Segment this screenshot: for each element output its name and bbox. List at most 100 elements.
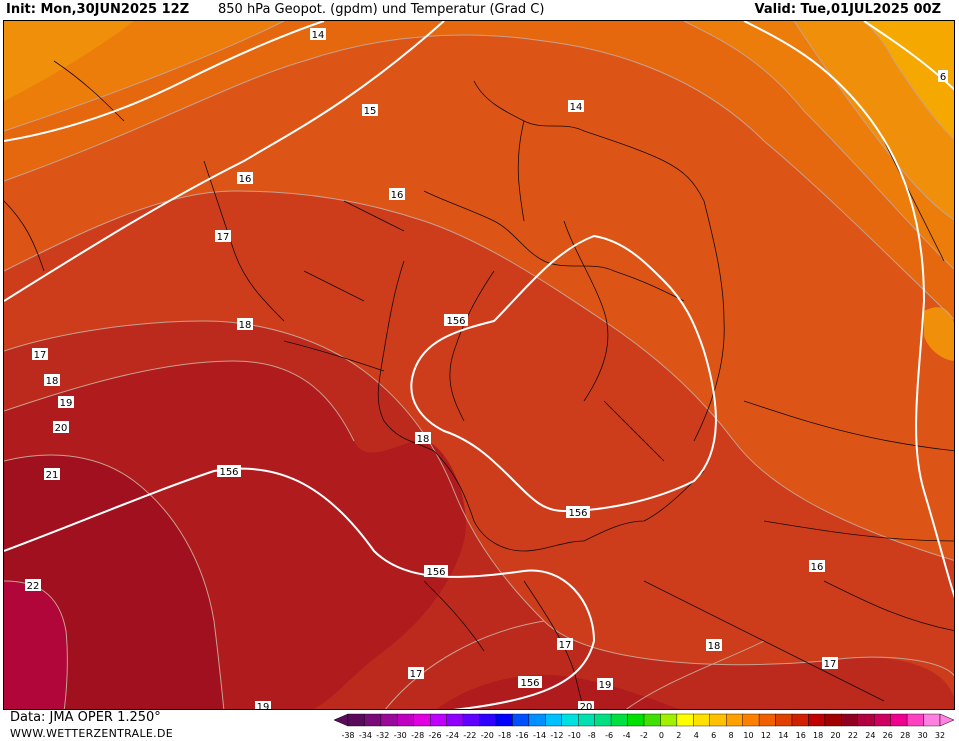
legend-tick-label: -8 [588,731,596,740]
legend-swatch [791,713,809,727]
legend-swatch [512,713,530,727]
legend-swatch [676,713,694,727]
temp-band-20-south [436,674,679,709]
label-t19a: 19 [58,396,74,409]
valid-time: Valid: Tue,01JUL2025 00Z [754,2,941,17]
legend-tick-label: -6 [605,731,613,740]
svg-text:21: 21 [46,470,59,481]
svg-text:18: 18 [417,434,430,445]
legend-tick-label: 28 [900,731,910,740]
legend-tick-label: -20 [481,731,494,740]
label-t21: 21 [44,468,60,481]
map-footer: Data: JMA OPER 1.250° WWW.WETTERZENTRALE… [0,710,959,741]
legend-tick-label: -32 [376,731,389,740]
svg-text:14: 14 [312,30,325,41]
legend-tick-label: -4 [623,731,631,740]
temp-band-8-west [4,21,134,101]
color-legend: -38 -34 -32 -30 -28 -26 -24 -22 -20 -18 -16 -14 -12-… [333,713,955,740]
label-g156d: 156 [424,565,448,578]
legend-swatch [446,713,464,727]
label-t18d: 18 [706,639,722,652]
legend-swatch [462,713,480,727]
legend-tick-label: -22 [463,731,476,740]
legend-tick-label: 2 [676,731,681,740]
website-credit: WWW.WETTERZENTRALE.DE [10,727,173,740]
legend-tick-label: 26 [883,731,893,740]
legend-swatch [430,713,447,727]
legend-swatch [643,713,661,727]
legend-tick-label: -28 [411,731,424,740]
svg-text:20: 20 [580,702,593,710]
label-t16b: 16 [389,188,405,201]
label-t19b: 19 [597,678,613,691]
svg-text:156: 156 [426,567,445,578]
label-t18a: 18 [237,318,253,331]
label-t16c: 16 [809,560,825,573]
temp-band-12 [4,21,954,320]
label-t18b: 18 [44,374,60,387]
legend-swatch [857,713,875,727]
legend-tick-label: 30 [917,731,927,740]
legend-swatch [413,713,431,727]
legend-swatch [758,713,776,727]
legend-swatch [364,713,382,727]
legend-swatch [578,713,595,727]
temp-band-6 [864,21,954,140]
label-g15: 15 [362,104,378,117]
label-g156e: 156 [518,676,542,689]
legend-swatch [660,713,678,727]
label-t18c: 18 [415,432,431,445]
label-t20b: 20 [578,701,594,710]
svg-text:17: 17 [559,640,572,651]
svg-text:19: 19 [257,702,270,710]
legend-swatch [742,713,760,727]
label-g156b: 156 [217,465,241,478]
legend-swatch [561,713,579,727]
legend-swatch [627,713,645,727]
isotherms [4,21,954,709]
svg-text:156: 156 [568,508,587,519]
label-t22: 22 [25,579,41,592]
legend-arrow-right [939,713,955,727]
legend-tick-label: 22 [848,731,858,740]
legend-tick-label: -14 [533,731,546,740]
svg-text:6: 6 [940,72,946,83]
legend-tick-label: 14 [778,731,788,740]
svg-text:17: 17 [217,232,230,243]
label-t20a: 20 [53,421,69,434]
svg-text:156: 156 [446,316,465,327]
legend-tick-label: 24 [865,731,875,740]
legend-tick-label: 18 [813,731,823,740]
init-time: Init: Mon,30JUN2025 12Z [6,2,190,17]
legend-swatch [775,713,793,727]
legend-swatch [841,713,858,727]
geopotential-labels: 15 156 156 156 156 156 [217,104,590,689]
legend-swatch [479,713,497,727]
map-canvas: 14 14 6 16 16 17 17 18 18 18 19 20 21 22… [4,21,954,710]
map-title: 850 hPa Geopot. (gpdm) und Temperatur (G… [218,2,545,17]
map-header: Init: Mon,30JUN2025 12Z 850 hPa Geopot. … [0,0,959,20]
legend-tick-label: -10 [568,731,581,740]
label-t6: 6 [938,70,948,83]
label-t14a: 14 [310,28,326,41]
legend-arrow-left [333,713,349,727]
legend-tick-label: -26 [429,731,442,740]
legend-swatch [545,713,562,727]
svg-text:19: 19 [599,680,612,691]
svg-text:22: 22 [27,581,40,592]
legend-tick-label: 16 [796,731,806,740]
legend-tick-label: 0 [659,731,664,740]
svg-text:156: 156 [520,678,539,689]
svg-text:16: 16 [391,190,404,201]
svg-text:17: 17 [34,350,47,361]
label-t17e: 17 [408,667,424,680]
geopotential-contours [4,21,954,709]
legend-tick-label: 8 [729,731,734,740]
label-t19c: 19 [255,701,271,710]
temp-band-24 [4,581,68,709]
legend-swatch [347,713,365,727]
label-g156c: 156 [566,506,590,519]
legend-swatch [693,713,710,727]
legend-swatch [594,713,612,727]
label-t16a: 16 [237,172,253,185]
